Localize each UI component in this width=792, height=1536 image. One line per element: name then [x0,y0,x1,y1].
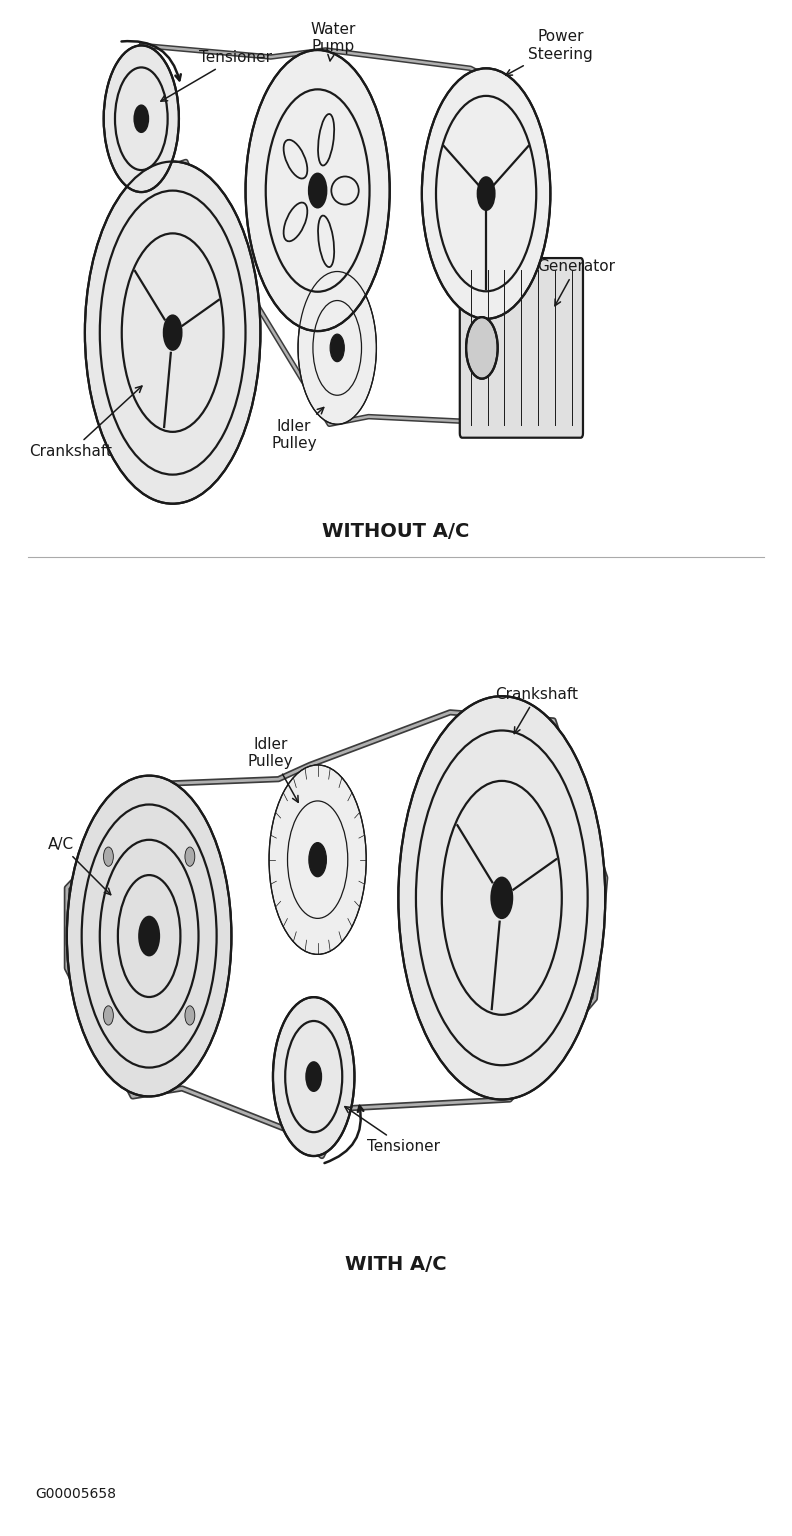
Circle shape [104,46,179,192]
Text: Water
Pump: Water Pump [310,22,356,61]
Circle shape [139,917,159,955]
Text: Crankshaft: Crankshaft [29,386,142,459]
FancyBboxPatch shape [460,258,583,438]
Circle shape [478,177,494,210]
Circle shape [422,68,550,319]
Circle shape [466,316,497,379]
Circle shape [273,997,355,1157]
Text: Generator: Generator [537,260,615,306]
Text: WITH A/C: WITH A/C [345,1255,447,1273]
Text: Idler
Pulley: Idler Pulley [272,407,324,452]
Text: WITHOUT A/C: WITHOUT A/C [322,522,470,541]
Circle shape [307,1063,321,1091]
Circle shape [104,846,113,866]
Text: Tensioner: Tensioner [161,51,272,101]
Circle shape [135,106,148,132]
Text: Idler
Pulley: Idler Pulley [248,737,299,802]
Circle shape [67,776,231,1097]
Circle shape [309,843,326,877]
Circle shape [164,315,181,350]
Circle shape [398,696,605,1100]
Circle shape [85,161,261,504]
Circle shape [330,335,345,361]
Circle shape [185,1006,195,1025]
Text: G00005658: G00005658 [36,1487,116,1501]
Circle shape [309,174,326,207]
Circle shape [269,765,366,954]
Circle shape [104,1006,113,1025]
Text: Power
Steering: Power Steering [506,29,593,75]
Circle shape [185,846,195,866]
Circle shape [246,51,390,332]
Text: Crankshaft: Crankshaft [496,687,579,734]
Text: A/C: A/C [48,837,111,894]
Text: Tensioner: Tensioner [345,1106,440,1155]
Circle shape [492,877,512,919]
Circle shape [298,272,376,424]
